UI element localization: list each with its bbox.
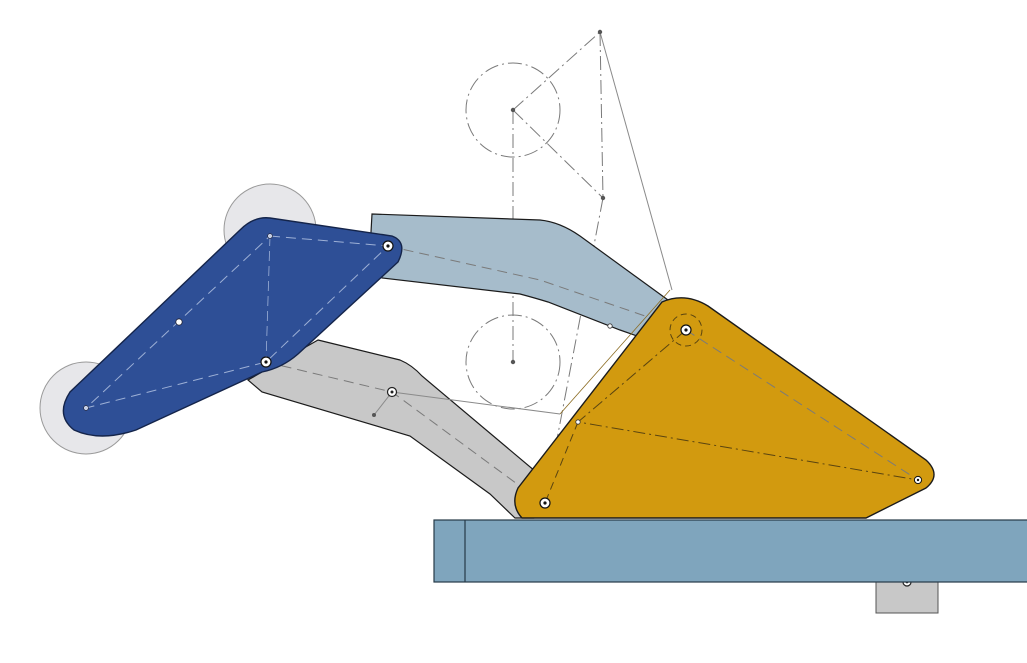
rocker-plate-body [62, 217, 403, 437]
lower-coupler-link[interactable] [246, 339, 561, 519]
ground-base[interactable] [433, 519, 1027, 614]
upper-coupler-link[interactable] [369, 213, 687, 345]
sketch-point-upper-center [510, 107, 516, 113]
rocker-top-pivot-icon [267, 233, 273, 239]
mid-diagonal-line [512, 109, 604, 199]
output-plate-pivot-ring [669, 313, 703, 347]
left-rocker-plate[interactable] [62, 217, 403, 437]
sketch-point-mid [600, 195, 606, 201]
triangular-output-plate[interactable] [514, 289, 935, 519]
output-plate-body [514, 297, 935, 519]
apex-vertical-line [599, 31, 604, 199]
sketch-point-apex [597, 29, 603, 35]
rocker-mid-point-icon [175, 318, 183, 326]
construction-circle-upper [465, 62, 561, 158]
ground-base-bar[interactable] [433, 519, 1027, 583]
sketch-point-lower-center [510, 359, 516, 365]
lower-coupler-body [246, 339, 557, 519]
upper-coupler-body [369, 213, 677, 345]
rocker-bottom-pivot-icon [83, 405, 89, 411]
apex-long-line [599, 31, 673, 291]
upper-diagonal-line [512, 31, 601, 111]
upper-link-centerline [387, 245, 687, 331]
